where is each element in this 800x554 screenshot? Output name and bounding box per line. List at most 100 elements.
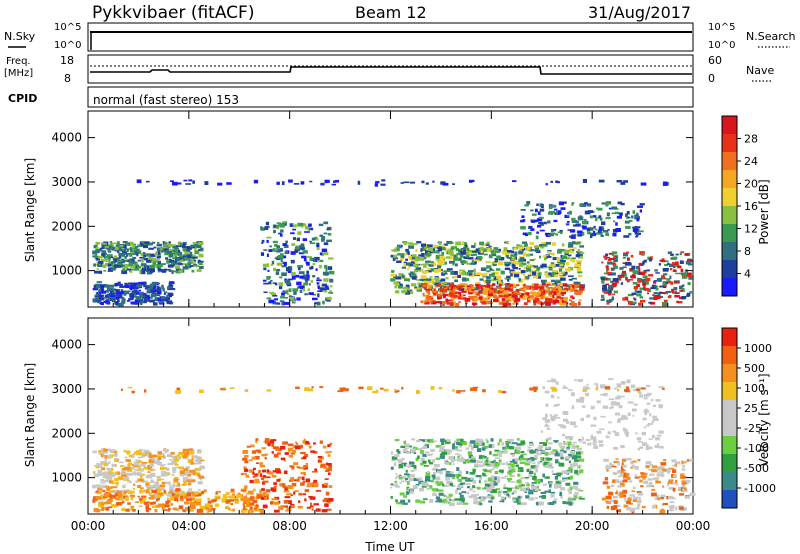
echo-cell [620,472,624,477]
echo-cell [327,232,332,236]
echo-cell [498,469,504,473]
echo-cell [490,285,493,288]
echo-cell [575,455,581,459]
echo-cell [310,280,313,283]
echo-cell [519,294,523,298]
echo-cell [96,242,101,245]
echo-cell [598,440,604,443]
echo-cell [198,242,204,246]
echo-cell [662,502,668,505]
echo-cell [326,228,330,231]
echo-cell [526,246,531,250]
echo-cell [571,257,576,260]
echo-cell [490,463,496,467]
echo-cell [679,260,684,264]
echo-cell [169,288,176,291]
echo-cell [136,296,142,300]
echo-cell [622,266,627,268]
echo-cell [468,273,472,276]
echo-cell [523,488,528,492]
echo-cell [652,404,656,408]
echo-cell [230,503,234,505]
echo-cell [444,288,447,293]
echo-cell [98,449,104,454]
echo-cell [616,180,623,183]
echo-cell [571,405,575,409]
echo-cell [567,488,570,492]
echo-cell [514,485,520,490]
echo-cell [108,506,112,509]
echo-cell [312,263,316,266]
echo-cell [320,252,324,257]
echo-cell [147,296,153,299]
echo-cell [616,395,621,398]
echo-cell [647,292,650,295]
echo-cell [637,504,640,509]
echo-cell [549,483,552,488]
echo-cell [634,298,637,301]
echo-cell [515,289,519,293]
echo-cell [143,254,146,258]
echo-cell [130,253,136,256]
echo-cell [675,482,678,486]
echo-cell [207,504,213,508]
echo-cell [551,418,555,422]
echo-cell [530,209,534,212]
echo-cell [542,417,547,420]
echo-cell [534,448,538,452]
echo-cell [394,476,397,480]
echo-cell [98,284,104,289]
echo-cell [567,266,574,271]
echo-cell [319,264,322,269]
echo-cell [561,300,568,304]
y-tick-label: 1000 [51,264,82,278]
echo-cell [636,217,640,222]
echo-cell [576,398,580,403]
nsky-tick-bottom: 10^0 [54,40,81,51]
echo-cell [480,301,486,304]
echo-cell [125,497,129,501]
echo-cell [237,492,241,496]
echo-cell [576,447,582,451]
echo-cell [562,271,567,275]
echo-cell [253,467,256,471]
echo-cell [580,399,584,403]
echo-cell [478,290,482,294]
echo-cell [623,504,629,508]
echo-cell [403,495,407,498]
echo-cell [671,288,675,293]
echo-cell [283,490,290,493]
echo-cell [511,258,516,261]
echo-cell [470,446,474,451]
echo-cell [257,494,264,499]
cpid-label: CPID [8,92,37,105]
echo-cell [479,295,484,298]
echo-cell [509,256,515,259]
echo-cell [416,439,421,443]
echo-cell [569,455,573,459]
echo-cell [495,296,500,300]
echo-cell [661,471,664,475]
echo-cell [172,467,177,471]
echo-cell [667,469,670,474]
echo-cell [140,499,145,504]
echo-cell [153,302,158,306]
echo-cell [406,262,412,266]
echo-cell [250,509,254,513]
echo-cell [92,287,99,291]
echo-cell [252,499,258,504]
echo-cell [613,472,618,475]
echo-cell [249,479,254,484]
echo-cell [540,242,546,244]
echo-cell [151,241,156,244]
echo-cell [225,500,231,503]
echo-cell [441,272,445,276]
echo-cell [244,455,249,458]
echo-cell [479,476,483,480]
echo-cell [129,467,135,470]
echo-cell [271,260,275,265]
echo-cell [473,242,477,246]
echo-cell [656,494,660,499]
echo-cell [522,249,525,251]
